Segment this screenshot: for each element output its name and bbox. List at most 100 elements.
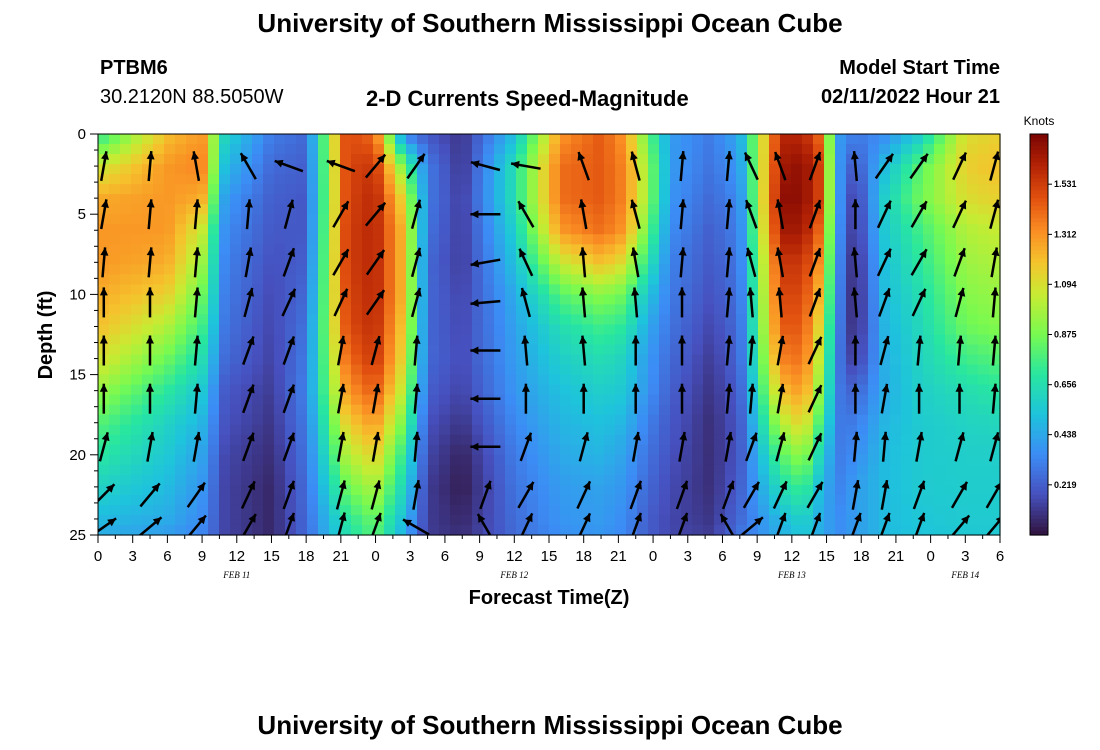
heatmap-cell — [560, 454, 572, 466]
heatmap-cell — [131, 524, 143, 536]
heatmap-cell — [131, 364, 143, 376]
heatmap-cell — [109, 294, 121, 306]
heatmap-cell — [340, 234, 352, 245]
heatmap-cell — [252, 154, 264, 165]
heatmap-cell — [175, 284, 187, 296]
heatmap-cell — [153, 384, 165, 396]
heatmap-cell — [736, 404, 748, 416]
heatmap-cell — [307, 224, 319, 235]
heatmap-cell — [230, 324, 242, 336]
heatmap-cell — [351, 164, 363, 175]
heatmap-cell — [472, 274, 484, 285]
heatmap-cell — [890, 454, 902, 466]
heatmap-cell — [791, 444, 803, 456]
colorbar-segment — [1030, 186, 1048, 191]
heatmap-cell — [472, 494, 484, 506]
heatmap-cell — [439, 184, 451, 195]
heatmap-cell — [780, 454, 792, 466]
heatmap-cell — [923, 474, 935, 486]
heatmap-cell — [461, 204, 473, 215]
heatmap-cell — [780, 294, 792, 306]
heatmap-cell — [329, 304, 341, 316]
heatmap-cell — [901, 474, 913, 486]
current-arrow — [192, 199, 201, 230]
heatmap-cell — [307, 324, 319, 336]
heatmap-cell — [175, 154, 187, 165]
heatmap-cell — [208, 194, 220, 205]
heatmap-cell — [219, 374, 231, 386]
heatmap-cell — [329, 434, 341, 446]
heatmap-cell — [714, 234, 726, 245]
heatmap-cell — [450, 474, 462, 486]
heatmap-cell — [384, 224, 396, 235]
current-arrow — [955, 383, 964, 414]
heatmap-cell — [241, 274, 253, 285]
heatmap-cell — [120, 294, 132, 306]
heatmap-cell — [175, 314, 187, 326]
heatmap-cell — [758, 454, 770, 466]
heatmap-cell — [780, 134, 792, 145]
heatmap-cell — [670, 184, 682, 195]
colorbar-segment — [1030, 310, 1048, 316]
heatmap-cell — [912, 464, 924, 476]
heatmap-cell — [428, 514, 440, 526]
heatmap-cell — [384, 284, 396, 296]
heatmap-cell — [450, 514, 462, 526]
heatmap-cell — [868, 174, 880, 185]
heatmap-cell — [989, 504, 1001, 516]
heatmap-cell — [340, 484, 352, 496]
heatmap-cell — [384, 204, 396, 215]
heatmap-cell — [109, 384, 121, 396]
heatmap-cell — [923, 194, 935, 205]
heatmap-cell — [483, 294, 495, 306]
heatmap-cell — [197, 144, 209, 155]
heatmap-cell — [109, 404, 121, 416]
heatmap-cell — [417, 144, 429, 155]
heatmap-cell — [593, 164, 605, 175]
heatmap-cell — [769, 354, 781, 366]
heatmap-cell — [219, 154, 231, 165]
heatmap-cell — [901, 334, 913, 346]
heatmap-cell — [274, 204, 286, 215]
heatmap-cell — [120, 184, 132, 195]
heatmap-cell — [857, 424, 869, 436]
current-arrow — [675, 480, 689, 510]
heatmap-cell — [868, 384, 880, 396]
chart-subtitle: 2-D Currents Speed-Magnitude — [366, 86, 689, 111]
heatmap-cell — [428, 414, 440, 426]
heatmap-cell — [307, 144, 319, 155]
heatmap-cell — [681, 314, 693, 326]
heatmap-cell — [395, 344, 407, 356]
current-arrow — [956, 335, 965, 366]
heatmap-cell — [714, 134, 726, 145]
heatmap-cell — [450, 324, 462, 336]
heatmap-cell — [131, 224, 143, 235]
colorbar-segment — [1030, 246, 1048, 251]
heatmap-cell — [516, 434, 528, 446]
heatmap-cell — [637, 164, 649, 175]
heatmap-cell — [505, 184, 517, 195]
heatmap-cell — [131, 204, 143, 215]
heatmap-cell — [945, 444, 957, 456]
heatmap-cell — [549, 514, 561, 526]
heatmap-cell — [318, 244, 330, 255]
heatmap-cell — [923, 414, 935, 426]
heatmap-cell — [252, 264, 264, 275]
heatmap-cell — [538, 274, 550, 285]
heatmap-cell — [340, 204, 352, 215]
heatmap-cell — [483, 314, 495, 326]
heatmap-cell — [802, 404, 814, 416]
heatmap-cell — [219, 244, 231, 255]
heatmap-cell — [351, 134, 363, 145]
heatmap-cell — [318, 224, 330, 235]
heatmap-cell — [725, 454, 737, 466]
heatmap-cell — [109, 204, 121, 215]
heatmap-cell — [879, 274, 891, 285]
heatmap-cell — [736, 364, 748, 376]
heatmap-cell — [582, 214, 594, 225]
heatmap-cell — [791, 134, 803, 145]
heatmap-cell — [901, 134, 913, 145]
heatmap-cell — [835, 224, 847, 235]
heatmap-cell — [549, 194, 561, 205]
heatmap-cell — [153, 364, 165, 376]
